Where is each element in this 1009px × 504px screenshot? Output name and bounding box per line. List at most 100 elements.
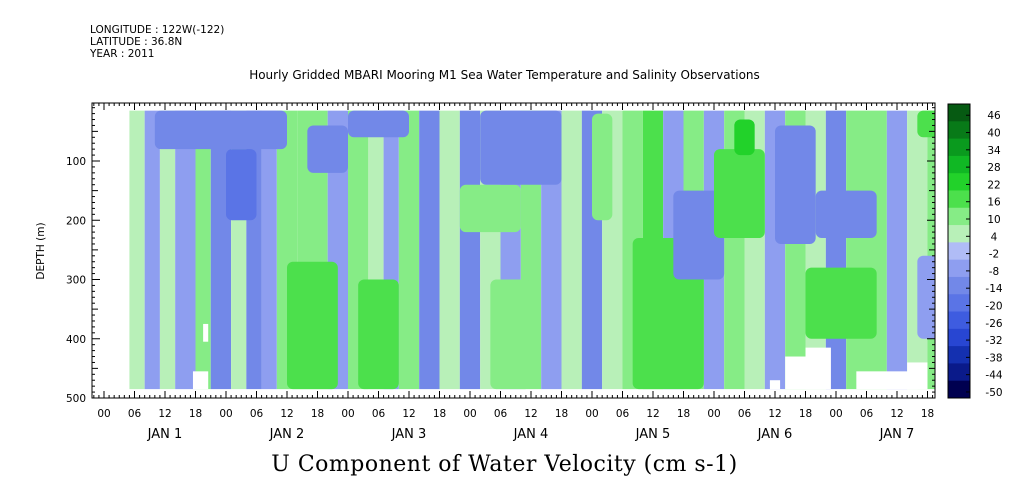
year-label: YEAR : 2011 xyxy=(90,48,155,60)
latitude-label: LATITUDE : 36.8N xyxy=(90,36,183,48)
colorbar-label: -14 xyxy=(985,283,1002,295)
colorbar-swatch xyxy=(948,294,970,313)
colorbar-swatch xyxy=(948,346,970,364)
data-field xyxy=(129,110,935,390)
x-hour-tick-label: 12 xyxy=(646,408,659,420)
x-day-label: JAN 6 xyxy=(757,427,793,442)
chart-title: Hourly Gridded MBARI Mooring M1 Sea Wate… xyxy=(249,68,760,82)
band-cell xyxy=(398,110,420,390)
band-cell xyxy=(261,110,277,390)
patch-cell xyxy=(917,110,935,138)
x-hour-tick-label: 12 xyxy=(280,408,293,420)
band-cell xyxy=(825,110,847,390)
patch-cell xyxy=(917,255,935,339)
band-cell xyxy=(439,110,460,390)
x-hour-tick-label: 06 xyxy=(250,408,264,420)
patch-cell xyxy=(775,125,816,244)
colorbar-label: -8 xyxy=(989,266,999,278)
colorbar-swatch xyxy=(948,190,970,209)
x-day-label: JAN 3 xyxy=(391,427,427,442)
x-hour-tick-label: 12 xyxy=(890,408,903,420)
patch-cell xyxy=(734,119,755,156)
colorbar-swatch xyxy=(948,155,970,174)
colorbar-swatch xyxy=(948,138,970,157)
colorbar-label: -50 xyxy=(985,387,1002,399)
colorbar-swatch xyxy=(948,328,970,347)
band-cell xyxy=(195,110,211,390)
patch-cell xyxy=(673,190,725,280)
y-tick-label: 100 xyxy=(66,156,86,168)
colorbar-label: -38 xyxy=(985,352,1002,364)
x-hour-tick-label: 06 xyxy=(372,408,386,420)
x-hour-tick-label: 18 xyxy=(189,408,202,420)
axes: 100 200 300 400 500 00 06 12 18 00 06 12 18 00 06 12 18 0… xyxy=(66,102,936,442)
missing-data-region xyxy=(192,371,209,390)
x-hour-tick-label: 00 xyxy=(97,408,110,420)
colorbar-swatch xyxy=(948,104,970,122)
x-hour-tick-label: 18 xyxy=(433,408,446,420)
x-hour-tick-label: 00 xyxy=(219,408,232,420)
x-hour-tick-label: 12 xyxy=(768,408,781,420)
x-hour-tick-label: 00 xyxy=(341,408,354,420)
colorbar-label: -44 xyxy=(985,370,1002,382)
x-hour-tick-label: 18 xyxy=(555,408,568,420)
colorbar-swatch xyxy=(948,259,970,278)
colorbar: 46 40 34 28 22 16 10 4 -2 -8 -14 -20 -26 -32 -38 -44 -50 xyxy=(947,103,1003,399)
patch-cell xyxy=(287,261,338,390)
x-hour-tick-label: 06 xyxy=(738,408,752,420)
missing-data-region xyxy=(856,371,918,390)
band-cell xyxy=(866,110,887,390)
x-hour-tick-label: 12 xyxy=(158,408,171,420)
colorbar-swatch xyxy=(948,380,970,399)
patch-cell xyxy=(815,190,877,239)
x-day-label: JAN 2 xyxy=(269,427,305,442)
colorbar-swatch xyxy=(948,173,970,191)
x-hour-tick-label: 00 xyxy=(463,408,476,420)
colorbar-label: -26 xyxy=(985,318,1002,330)
colorbar-label: 46 xyxy=(987,110,1001,122)
colorbar-swatch xyxy=(948,242,970,261)
x-hour-tick-label: 18 xyxy=(799,408,812,420)
x-day-label: JAN 4 xyxy=(513,427,549,442)
band-cell xyxy=(159,110,176,390)
x-hour-tick-label: 12 xyxy=(402,408,415,420)
band-cell xyxy=(459,110,481,390)
x-hour-tick-label: 06 xyxy=(616,408,630,420)
band-cell xyxy=(419,110,440,390)
patch-cell xyxy=(480,110,562,185)
chart-caption: U Component of Water Velocity (cm s-1) xyxy=(271,452,738,477)
patch-cell xyxy=(592,113,613,221)
y-tick-label: 500 xyxy=(66,393,86,405)
patch-cell xyxy=(358,279,399,390)
missing-data-region xyxy=(769,380,781,390)
band-cell xyxy=(175,110,196,390)
colorbar-label: 34 xyxy=(987,145,1001,157)
missing-data-region xyxy=(805,347,831,390)
band-cell xyxy=(846,110,867,390)
band-cell xyxy=(886,110,908,390)
missing-data-region xyxy=(907,362,928,390)
colorbar-swatch xyxy=(948,363,970,382)
colorbar-label: 16 xyxy=(987,197,1001,209)
x-hour-tick-label: 18 xyxy=(921,408,934,420)
colorbar-label: -2 xyxy=(989,249,999,261)
missing-data-region xyxy=(203,323,209,342)
y-tick-label: 300 xyxy=(66,275,86,287)
x-day-label: JAN 1 xyxy=(147,427,183,442)
band-cell xyxy=(129,110,145,390)
band-cell xyxy=(561,110,582,390)
colorbar-swatch xyxy=(948,311,970,330)
y-axis-label: DEPTH (m) xyxy=(35,222,47,279)
longitude-label: LONGITUDE : 122W(-122) xyxy=(90,24,225,36)
patch-cell xyxy=(154,110,287,150)
plot-frame xyxy=(91,102,936,399)
x-hour-tick-label: 12 xyxy=(524,408,537,420)
patch-cell xyxy=(714,149,765,239)
x-hour-tick-label: 00 xyxy=(707,408,720,420)
colorbar-label: -20 xyxy=(985,300,1002,312)
band-cell xyxy=(144,110,160,390)
colorbar-swatch xyxy=(948,225,970,243)
y-tick-label: 200 xyxy=(66,215,86,227)
x-hour-tick-label: 18 xyxy=(677,408,690,420)
